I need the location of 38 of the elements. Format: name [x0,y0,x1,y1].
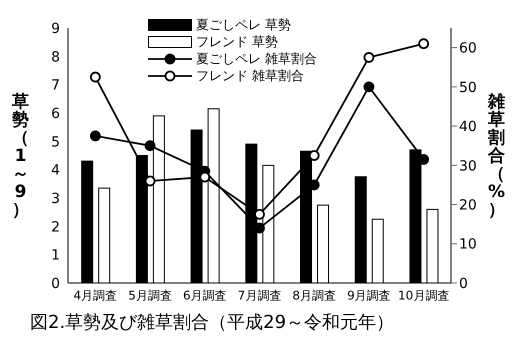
y-tick-label: 2 [51,219,60,236]
x-tick-label: 8月調査 [292,288,336,303]
y2-tick-label: 20 [459,198,477,214]
y-tick-label: 9 [51,20,60,37]
y-axis-title: 草勢（1～9） [12,92,29,220]
text: 図2.草勢及び雑草割合（平成29～令和元年） [30,311,394,334]
x-tick-label: 6月調査 [182,288,227,303]
y-tick-label: 5 [51,134,60,150]
point [418,38,430,50]
y-tick-label: 8 [51,49,60,66]
y2-tick-label: 60 [459,40,477,57]
y2-tick-label: 10 [459,236,477,253]
x-tick-label: 7月調査 [238,288,282,303]
y2-tick-label: 50 [459,80,477,96]
point [90,72,101,82]
y-tick-label: 3 [51,190,60,207]
y-tick-label: 4 [51,162,60,179]
legend-label: フレンド 草勢 [196,34,278,50]
x-tick-label: 5月調査 [128,288,172,303]
point [254,208,265,220]
point [90,130,101,142]
y-tick-label: 0 [51,276,60,292]
point [144,140,156,152]
x-tick-label: 9月調査 [347,288,391,303]
y-tick-label: 6 [51,106,60,122]
y2-tick-label: 30 [459,158,477,174]
y2-tick-label: 0 [459,276,468,292]
legend-label: 夏ごしペレ 草勢 [196,16,292,34]
y2-tick-label: 40 [459,119,477,136]
legend-label: 夏ごしペレ 雑草割合 [196,50,318,68]
point [364,52,374,63]
y-tick-label: 7 [51,78,60,94]
x-tick-label: 4月調査 [74,288,118,303]
y2-axis-title: 雑草割合（%） [488,92,506,220]
y-tick-label: 1 [51,248,60,264]
legend-label: フレンド 雑草割合 [196,68,304,84]
x-tick-label: 10月調査 [398,288,450,303]
point [364,81,374,92]
